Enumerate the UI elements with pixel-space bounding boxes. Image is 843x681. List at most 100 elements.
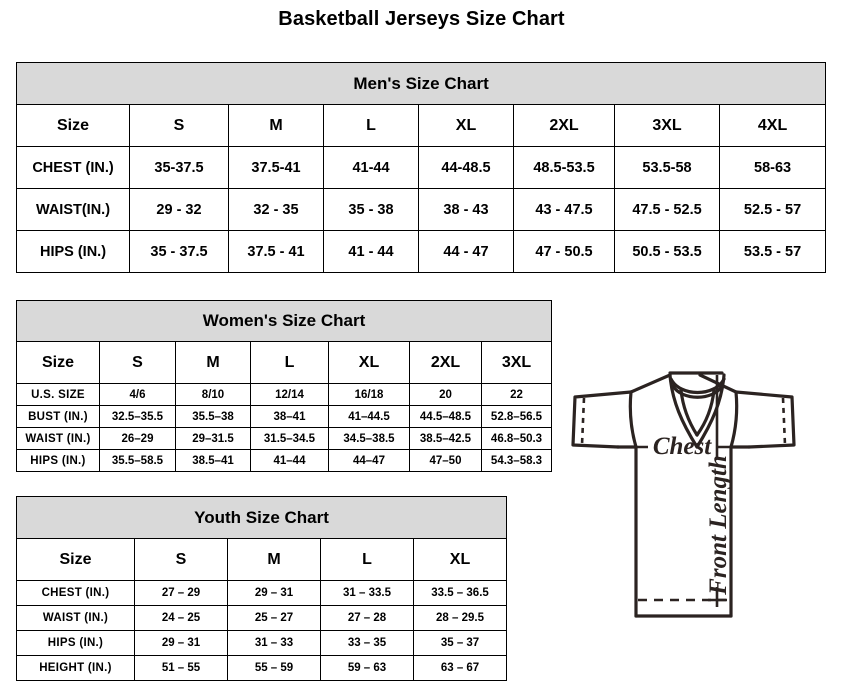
mens-hips-xl: 44 - 47 — [418, 230, 514, 273]
youth-waist-s: 24 – 25 — [134, 605, 228, 631]
mens-column-s: S — [129, 104, 229, 147]
womens-size-label: Size — [16, 341, 100, 384]
womens-row-label-waist: WAIST (IN.) — [16, 427, 100, 450]
right-sleeve-outline — [734, 390, 796, 449]
table-row: WAIST (IN.) 24 – 25 25 – 27 27 – 28 28 –… — [16, 605, 508, 631]
youth-chart-title-row: Youth Size Chart — [15, 496, 508, 539]
womens-hips-l: 41–44 — [250, 449, 329, 472]
mens-row-label-chest: CHEST (IN.) — [16, 146, 130, 189]
womens-row-label-bust: BUST (IN.) — [16, 405, 100, 428]
mens-waist-xl: 38 - 43 — [418, 188, 514, 231]
collar-inner-curve — [669, 377, 726, 394]
mens-chest-m: 37.5-41 — [228, 146, 324, 189]
left-shoulder-line — [629, 373, 672, 394]
mens-chest-3xl: 53.5-58 — [614, 146, 720, 189]
front-length-label: Front Length — [705, 455, 732, 596]
womens-waist-m: 29–31.5 — [175, 427, 251, 450]
womens-column-2xl: 2XL — [409, 341, 482, 384]
womens-hips-s: 35.5–58.5 — [99, 449, 176, 472]
youth-chest-m: 29 – 31 — [227, 580, 321, 606]
mens-column-l: L — [323, 104, 419, 147]
mens-waist-s: 29 - 32 — [129, 188, 229, 231]
table-row: U.S. SIZE 4/6 8/10 12/14 16/18 20 22 — [16, 383, 553, 406]
womens-waist-2xl: 38.5–42.5 — [409, 427, 482, 450]
womens-chart-title-row: Women's Size Chart — [15, 300, 553, 342]
mens-row-label-hips: HIPS (IN.) — [16, 230, 130, 273]
youth-column-xl: XL — [412, 538, 508, 581]
left-sleeve-outline — [571, 390, 633, 449]
mens-size-chart-table: Men's Size Chart Size S M L XL 2XL 3XL 4… — [15, 62, 827, 273]
youth-chest-s: 27 – 29 — [134, 580, 228, 606]
mens-waist-3xl: 47.5 - 52.5 — [614, 188, 720, 231]
jersey-measurement-diagram: Chest Front Length — [540, 335, 840, 670]
womens-bust-m: 35.5–38 — [175, 405, 251, 428]
youth-waist-m: 25 – 27 — [227, 605, 321, 631]
womens-chart-header-row: Size S M L XL 2XL 3XL — [16, 341, 553, 384]
womens-waist-l: 31.5–34.5 — [250, 427, 329, 450]
youth-column-s: S — [134, 538, 228, 581]
womens-bust-xl: 41–44.5 — [328, 405, 410, 428]
youth-height-l: 59 – 63 — [320, 655, 414, 681]
vneck-right-outer — [695, 373, 726, 449]
table-row: HIPS (IN.) 35.5–58.5 38.5–41 41–44 44–47… — [16, 449, 553, 472]
womens-us-size-l: 12/14 — [250, 383, 329, 406]
womens-row-label-hips: HIPS (IN.) — [16, 449, 100, 472]
mens-chest-s: 35-37.5 — [129, 146, 229, 189]
womens-column-s: S — [99, 341, 176, 384]
womens-column-xl: XL — [328, 341, 410, 384]
youth-row-label-waist: WAIST (IN.) — [16, 605, 135, 631]
mens-hips-s: 35 - 37.5 — [129, 230, 229, 273]
youth-chart-header-row: Size S M L XL — [16, 538, 508, 581]
mens-size-label: Size — [16, 104, 130, 147]
womens-hips-xl: 44–47 — [328, 449, 410, 472]
mens-column-m: M — [228, 104, 324, 147]
youth-chest-xl: 33.5 – 36.5 — [412, 580, 508, 606]
table-row: HIPS (IN.) 35 - 37.5 37.5 - 41 41 - 44 4… — [16, 230, 827, 273]
mens-chart-title-row: Men's Size Chart — [15, 62, 827, 105]
mens-waist-2xl: 43 - 47.5 — [513, 188, 615, 231]
youth-height-m: 55 – 59 — [227, 655, 321, 681]
youth-hips-xl: 35 – 37 — [412, 630, 508, 656]
mens-waist-l: 35 - 38 — [323, 188, 419, 231]
womens-column-l: L — [250, 341, 329, 384]
womens-chart-title: Women's Size Chart — [15, 300, 553, 342]
page-title: Basketball Jerseys Size Chart — [278, 8, 565, 30]
womens-bust-l: 38–41 — [250, 405, 329, 428]
youth-hips-m: 31 – 33 — [227, 630, 321, 656]
youth-column-l: L — [320, 538, 414, 581]
youth-column-m: M — [227, 538, 321, 581]
youth-waist-l: 27 – 28 — [320, 605, 414, 631]
womens-us-size-m: 8/10 — [175, 383, 251, 406]
youth-row-label-height: HEIGHT (IN.) — [16, 655, 135, 681]
youth-waist-xl: 28 – 29.5 — [412, 605, 508, 631]
mens-hips-2xl: 47 - 50.5 — [513, 230, 615, 273]
table-row: CHEST (IN.) 27 – 29 29 – 31 31 – 33.5 33… — [16, 580, 508, 606]
womens-bust-2xl: 44.5–48.5 — [409, 405, 482, 428]
mens-chest-2xl: 48.5-53.5 — [513, 146, 615, 189]
womens-size-chart-table: Women's Size Chart Size S M L XL 2XL 3XL… — [15, 300, 553, 472]
youth-hips-s: 29 – 31 — [134, 630, 228, 656]
youth-height-xl: 63 – 67 — [412, 655, 508, 681]
youth-height-s: 51 – 55 — [134, 655, 228, 681]
left-cuff-dashed-line — [580, 397, 586, 446]
mens-chest-xl: 44-48.5 — [418, 146, 514, 189]
mens-waist-4xl: 52.5 - 57 — [718, 188, 827, 231]
womens-row-label-us-size: U.S. SIZE — [16, 383, 100, 406]
vneck-right-inner — [695, 388, 716, 437]
mens-chart-title: Men's Size Chart — [15, 62, 827, 105]
mens-waist-m: 32 - 35 — [228, 188, 324, 231]
youth-chart-title: Youth Size Chart — [15, 496, 508, 539]
womens-hips-m: 38.5–41 — [175, 449, 251, 472]
mens-row-label-waist: WAIST(IN.) — [16, 188, 130, 231]
womens-us-size-xl: 16/18 — [328, 383, 410, 406]
table-row: HIPS (IN.) 29 – 31 31 – 33 33 – 35 35 – … — [16, 630, 508, 656]
mens-hips-4xl: 53.5 - 57 — [718, 230, 827, 273]
vneck-left-outer — [668, 373, 699, 449]
mens-column-3xl: 3XL — [614, 104, 720, 147]
youth-hips-l: 33 – 35 — [320, 630, 414, 656]
womens-hips-2xl: 47–50 — [409, 449, 482, 472]
womens-waist-xl: 34.5–38.5 — [328, 427, 410, 450]
table-row: WAIST (IN.) 26–29 29–31.5 31.5–34.5 34.5… — [16, 427, 553, 450]
youth-row-label-hips: HIPS (IN.) — [16, 630, 135, 656]
mens-hips-3xl: 50.5 - 53.5 — [614, 230, 720, 273]
